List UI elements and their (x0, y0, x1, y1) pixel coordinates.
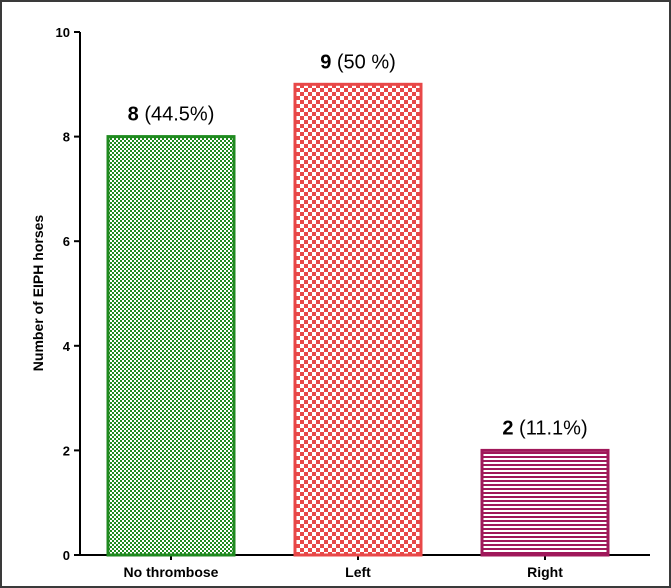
labels: No thrombose 8 (44.5%) Left 9 (50 %) Right 2 … (124, 51, 588, 580)
bar-data-label: 9 (50 %) (320, 51, 396, 73)
bar-right (480, 448, 610, 557)
x-tick-label: Right (527, 564, 563, 580)
x-tick-label: Left (345, 564, 371, 580)
bars (106, 82, 610, 557)
bar-data-label: 2 (11.1%) (502, 417, 587, 439)
y-tick-label: 8 (63, 130, 70, 145)
y-tick-label: 10 (56, 25, 70, 40)
bar-no-thrombose (106, 135, 236, 557)
x-tick-label: No thrombose (124, 564, 219, 580)
y-tick-label: 6 (63, 234, 70, 249)
y-tick-label: 0 (63, 548, 70, 563)
bar-left (293, 82, 423, 557)
y-tick-label: 4 (63, 339, 71, 354)
bar-data-label: 8 (44.5%) (128, 104, 215, 126)
y-tick-label: 2 (63, 443, 70, 458)
y-axis-label: Number of EIPH horses (30, 215, 46, 372)
